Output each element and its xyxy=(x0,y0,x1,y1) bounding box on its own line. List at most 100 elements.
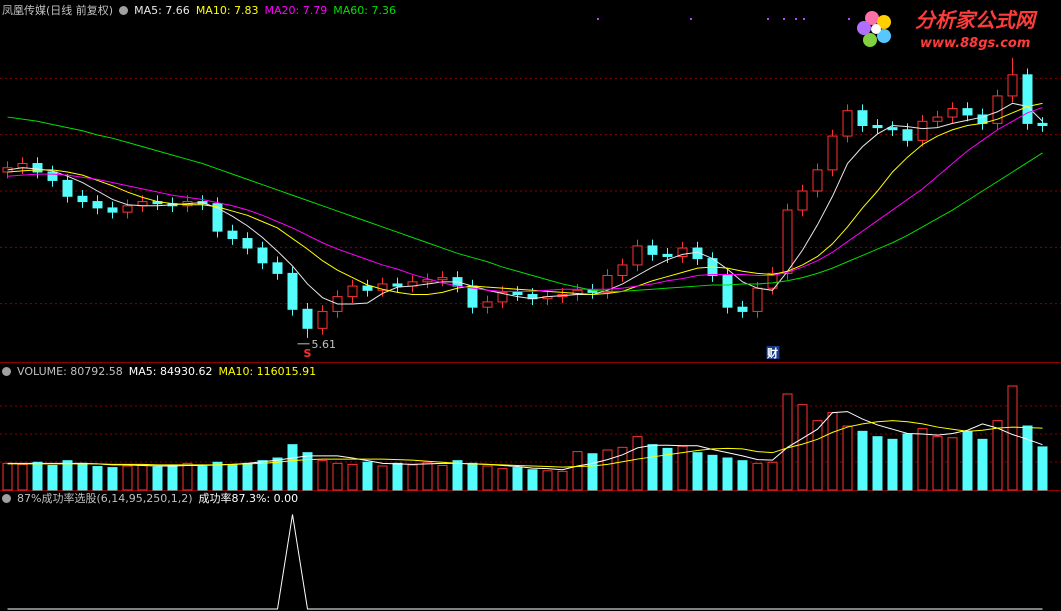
candle-body xyxy=(932,116,943,122)
candle-body xyxy=(677,247,688,257)
volume-bar xyxy=(2,462,13,491)
chart-title: 凤凰传媒(日线 前复权) xyxy=(2,4,114,17)
volume-bar xyxy=(752,462,763,491)
candle-body xyxy=(947,108,958,118)
candle-body xyxy=(47,171,58,181)
volume-bar xyxy=(167,464,178,491)
volume-bar xyxy=(92,466,103,491)
volume-bar xyxy=(872,436,883,491)
volume-bar xyxy=(977,438,988,491)
candle-body xyxy=(797,190,808,211)
volume-bar xyxy=(662,447,673,491)
volume-bar xyxy=(122,465,133,491)
legend-entry: MA5: 7.66 xyxy=(134,3,190,17)
candle-body xyxy=(377,283,388,291)
candle-body xyxy=(317,310,328,329)
candle-body xyxy=(782,209,793,274)
volume-bar xyxy=(1022,425,1033,491)
candle-body xyxy=(467,285,478,308)
legend-entry: VOLUME: 80792.58 xyxy=(17,364,123,378)
volume-bar xyxy=(1007,385,1018,491)
candle-body xyxy=(812,169,823,192)
volume-bar xyxy=(62,460,73,491)
volume-bar xyxy=(797,404,808,491)
volume-bar xyxy=(692,452,703,491)
volume-bar xyxy=(812,420,823,491)
candle-body xyxy=(272,262,283,274)
logo-petal xyxy=(877,15,891,29)
ma-line xyxy=(7,102,1043,296)
candle-body xyxy=(362,285,373,291)
candle-body xyxy=(737,306,748,312)
volume-bar xyxy=(887,438,898,491)
candle-body xyxy=(392,283,403,287)
volume-bar xyxy=(452,460,463,491)
candle-body xyxy=(302,308,313,329)
volume-bar xyxy=(632,436,643,491)
candle-body xyxy=(422,279,433,283)
volume-bar xyxy=(302,452,313,491)
dot xyxy=(690,18,692,20)
dropdown-icon[interactable] xyxy=(2,493,11,503)
signal-label: 财 xyxy=(766,346,778,360)
dot xyxy=(848,18,850,20)
volume-bar xyxy=(227,463,238,491)
dropdown-icon[interactable] xyxy=(119,5,129,15)
volume-bar xyxy=(212,461,223,491)
volume-bar xyxy=(647,444,658,491)
volume-bar xyxy=(557,470,568,491)
candle-body xyxy=(722,275,733,308)
volume-bar xyxy=(572,451,583,491)
ma-line xyxy=(7,116,1043,292)
volume-bar xyxy=(707,454,718,491)
volume-bar xyxy=(482,465,493,491)
volume-ma-line xyxy=(7,420,1043,468)
candle-body xyxy=(347,285,358,298)
volume-bar xyxy=(512,467,523,491)
watermark-title: 分析家公式网 xyxy=(915,8,1038,32)
volume-bar xyxy=(317,460,328,491)
dot xyxy=(783,18,785,20)
volume-bar xyxy=(737,460,748,491)
candle-body xyxy=(1022,74,1033,124)
candle-body xyxy=(32,163,43,173)
volume-bar xyxy=(347,463,358,491)
candle-body xyxy=(767,272,778,289)
candle-body xyxy=(647,245,658,255)
candle-body xyxy=(662,253,673,257)
volume-bar xyxy=(962,430,973,491)
ma-line xyxy=(7,107,1043,292)
volume-bar xyxy=(107,467,118,491)
volume-bar xyxy=(602,449,613,491)
volume-bar xyxy=(407,464,418,491)
volume-bar xyxy=(542,470,553,491)
candle-body xyxy=(872,125,883,129)
volume-bar xyxy=(827,412,838,491)
candle-body xyxy=(827,135,838,171)
legend-entry: 成功率87.3%: 0.00 xyxy=(198,492,299,505)
watermark-logo: 分析家公式网 www.88gs.com xyxy=(857,8,1038,51)
dropdown-icon[interactable] xyxy=(2,366,11,376)
low-label: 5.61 xyxy=(312,338,337,351)
volume-bar xyxy=(332,462,343,491)
volume-bar xyxy=(467,462,478,491)
indicator-header: 87%成功率选股(6,14,95,250,1,2) 成功率87.3%: 0.00 xyxy=(2,491,298,505)
candle-body xyxy=(482,301,493,308)
candle-body xyxy=(632,245,643,266)
candle-body xyxy=(857,110,868,127)
candle-body xyxy=(617,264,628,276)
volume-bar xyxy=(722,457,733,491)
volume-bar xyxy=(782,393,793,491)
candle-body xyxy=(62,179,73,197)
volume-bar xyxy=(17,463,28,491)
volume-bar xyxy=(587,453,598,491)
candle-body xyxy=(962,108,973,116)
candle-body xyxy=(1007,74,1018,97)
dot xyxy=(767,18,769,20)
volume-bar xyxy=(392,462,403,491)
volume-bar xyxy=(902,433,913,491)
candle-body xyxy=(842,110,853,137)
price-header: 凤凰传媒(日线 前复权) MA5: 7.66 MA10: 7.83 MA20: … xyxy=(2,3,396,18)
